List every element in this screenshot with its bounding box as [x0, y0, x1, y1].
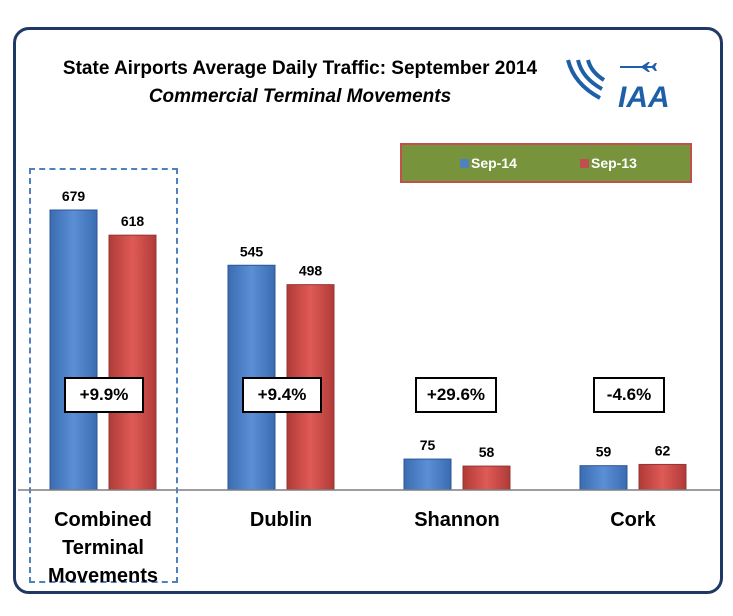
chart-subtitle: Commercial Terminal Movements [148, 86, 452, 107]
chart-legend: Sep-14 Sep-13 [400, 143, 692, 183]
data-label-dublin-sep13: 498 [299, 263, 323, 279]
bar-cork-sep13 [638, 463, 687, 491]
category-label-combined: Combined Terminal Movements [47, 509, 159, 587]
change-box-cork: -4.6% [593, 377, 665, 413]
data-label-shannon-sep14: 75 [420, 437, 436, 453]
legend-swatch-sep13 [580, 159, 589, 168]
bar-combined-sep14 [49, 209, 98, 491]
legend-item-sep14: Sep-14 [460, 155, 517, 171]
data-label-dublin-sep14: 545 [240, 243, 264, 259]
data-label-cork-sep13: 62 [655, 442, 671, 458]
bar-shannon-sep13 [462, 465, 511, 491]
airplane-icon [620, 62, 657, 72]
change-box-combined: +9.9% [64, 377, 144, 413]
logo-text: IAA [618, 81, 670, 112]
bar-combined-sep13 [108, 234, 157, 491]
legend-label-sep13: Sep-13 [591, 155, 637, 171]
change-box-shannon: +29.6% [415, 377, 497, 413]
category-label-cork: Cork [610, 509, 656, 531]
category-label-shannon: Shannon [414, 509, 500, 531]
bar-shannon-sep14 [403, 458, 452, 491]
data-label-shannon-sep13: 58 [479, 444, 495, 460]
chart-title: State Airports Average Daily Traffic: Se… [62, 58, 538, 79]
combined-highlight-box [29, 168, 178, 583]
legend-swatch-sep14 [460, 159, 469, 168]
data-label-cork-sep14: 59 [596, 444, 612, 460]
data-label-combined-sep14: 679 [62, 188, 86, 204]
iaa-logo: IAA [566, 59, 670, 112]
data-label-combined-sep13: 618 [121, 213, 145, 229]
legend-label-sep14: Sep-14 [471, 155, 517, 171]
bar-cork-sep14 [579, 465, 628, 491]
legend-item-sep13: Sep-13 [580, 155, 637, 171]
change-box-dublin: +9.4% [242, 377, 322, 413]
category-label-dublin: Dublin [249, 509, 313, 531]
